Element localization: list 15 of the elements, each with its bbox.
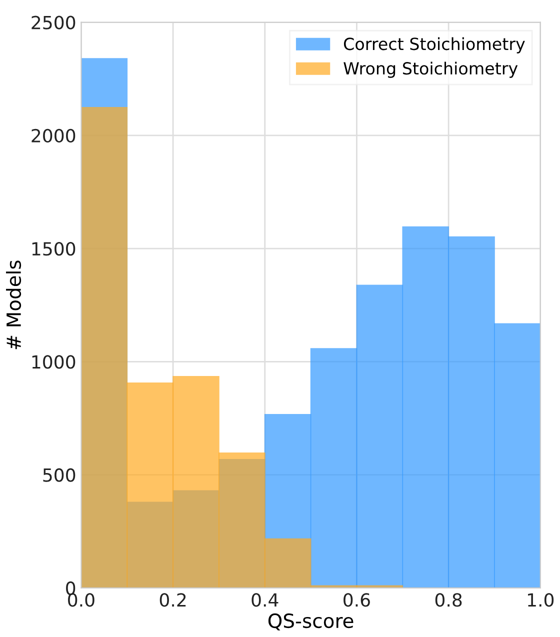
y-tick-label: 1500 bbox=[32, 242, 76, 256]
x-tick-label: 0.0 bbox=[68, 593, 94, 607]
legend-label: Wrong Stoichiometry bbox=[344, 62, 518, 78]
x-tick-label: 0.8 bbox=[435, 593, 462, 607]
x-tick-label: 0.4 bbox=[252, 593, 278, 607]
x-tick-label: 0.6 bbox=[344, 593, 370, 607]
y-tick-label: 2500 bbox=[32, 16, 76, 30]
y-axis-title: # Models bbox=[6, 260, 22, 350]
x-tick-label: 0.2 bbox=[160, 593, 186, 607]
x-tick-label: 1.0 bbox=[528, 593, 554, 607]
y-tick-label: 1000 bbox=[32, 355, 76, 369]
x-axis-title: QS-score bbox=[268, 613, 354, 630]
legend-label: Correct Stoichiometry bbox=[344, 37, 525, 54]
y-tick-label: 2000 bbox=[32, 128, 76, 143]
y-tick-label: 500 bbox=[43, 468, 76, 482]
